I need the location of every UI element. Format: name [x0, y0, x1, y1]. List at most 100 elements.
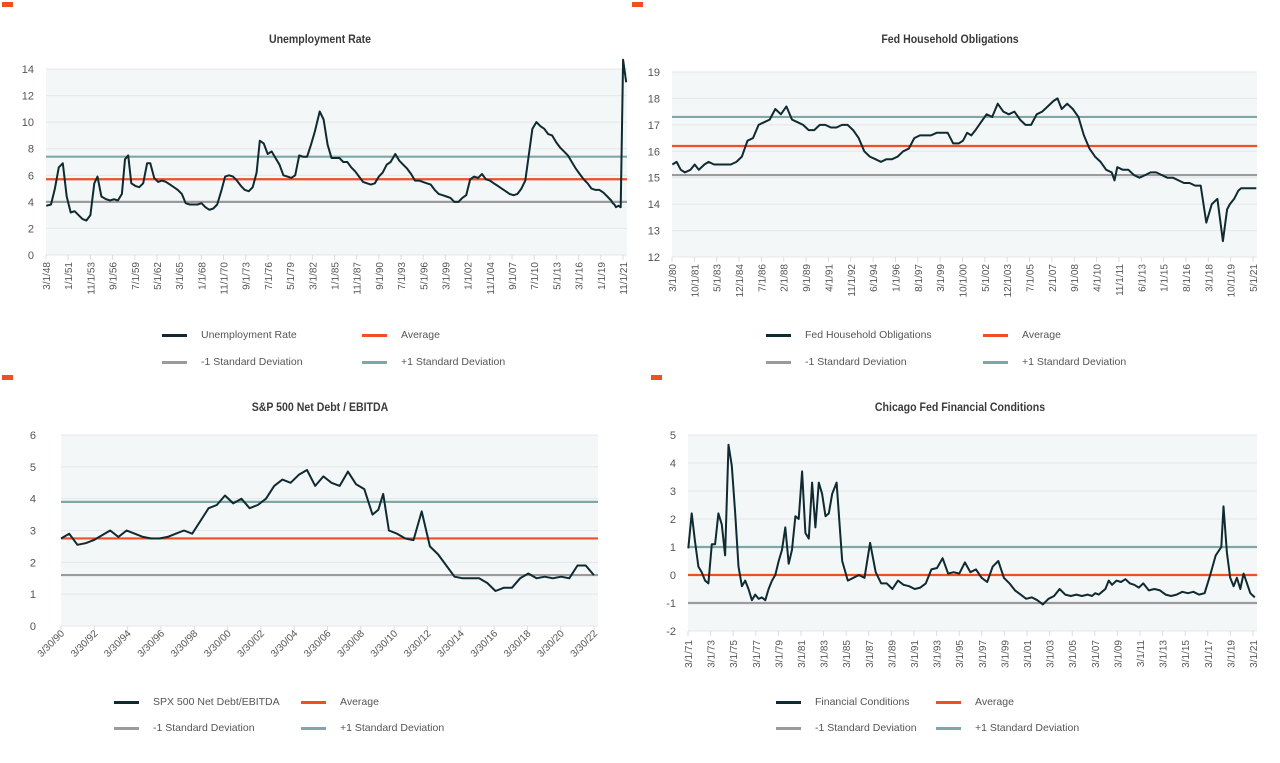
y-tick-label: -1: [666, 598, 676, 610]
y-tick-label: 12: [22, 91, 34, 103]
x-tick-label: 7/1/05: [1026, 264, 1037, 292]
x-tick-label: 3/30/06: [302, 628, 334, 660]
legend-swatch-minus-sd: [114, 726, 139, 730]
x-tick-label: 3/30/92: [69, 628, 101, 660]
accent-marker: [651, 375, 662, 380]
y-tick-label: 12: [648, 252, 660, 264]
chart-title: Fed Household Obligations: [881, 32, 1019, 46]
x-tick-label: 10/1/81: [690, 264, 701, 298]
legend-swatch-minus-sd: [162, 360, 187, 364]
x-tick-label: 11/1/70: [220, 262, 231, 295]
chart-title: Chicago Fed Financial Conditions: [874, 400, 1046, 414]
legend-item-series: Financial Conditions: [776, 696, 910, 708]
x-tick-label: 9/1/73: [242, 262, 253, 290]
x-tick-label: 3/1/03: [1046, 640, 1057, 668]
chart-panel-unemployment: Unemployment Rate 0 2 4 6 8 10 12 14 3/1/48 1/1/5…: [0, 0, 640, 370]
x-tick-label: 3/30/22: [569, 628, 601, 660]
x-tick-label: 3/1/81: [797, 640, 808, 668]
x-tick-label: 8/1/97: [914, 264, 925, 292]
legend-item-series: Fed Household Obligations: [766, 329, 932, 341]
chart-svg-fed-household: 12 13 14 15 16 17 18 19 3/1/80 10/1/81 5/1/83 12/1/…: [648, 67, 1260, 298]
x-tick-label: 7/1/86: [757, 264, 768, 292]
x-tick-label: 3/30/20: [535, 628, 567, 660]
x-tick-label: 3/1/80: [668, 264, 679, 292]
x-tick-label: 9/1/08: [1070, 264, 1081, 292]
x-tick-label: 3/30/14: [435, 628, 467, 660]
y-tick-label: -2: [666, 626, 676, 638]
x-tick-label: 7/1/93: [397, 262, 408, 290]
x-tick-label: 3/30/08: [336, 628, 368, 660]
legend-swatch-plus-sd: [936, 726, 961, 730]
x-tick-label: 3/1/11: [1136, 640, 1147, 667]
x-tick-label: 5/1/02: [981, 264, 992, 292]
x-tick-label: 3/1/16: [575, 262, 586, 290]
series-line: [45, 58, 628, 222]
legend-swatch-average: [983, 333, 1008, 337]
x-tick-label: 3/1/89: [887, 640, 898, 668]
x-tick-label: 2/1/07: [1048, 264, 1059, 292]
legend-swatch-minus-sd: [766, 360, 791, 364]
y-tick-label: 5: [30, 462, 36, 474]
x-tick-label: 3/1/73: [707, 640, 718, 668]
x-tick-label: 3/1/83: [820, 640, 831, 668]
x-tick-label: 5/1/13: [552, 262, 563, 290]
x-tick-label: 3/1/87: [865, 640, 876, 668]
chart-panel-sp500-net-debt: S&P 500 Net Debt / EBITDA 0 1 2 3 4 5 6 3/30/90…: [0, 370, 640, 763]
y-tick-label: 10: [22, 117, 34, 129]
x-tick-label: 3/1/77: [752, 640, 763, 668]
x-tick-label: 3/1/91: [910, 640, 921, 668]
x-tick-label: 9/1/90: [375, 262, 386, 290]
legend-label: Average: [401, 329, 440, 341]
x-tick-label: 3/1/97: [978, 640, 989, 668]
x-tick-label: 1/1/68: [197, 262, 208, 290]
legend-item-minus-sd: -1 Standard Deviation: [114, 722, 255, 734]
series-line: [671, 97, 1257, 243]
y-tick-label: 13: [648, 226, 660, 238]
chart-panel-fed-household: Fed Household Obligations 12 13 14 15 16 17 18…: [630, 0, 1270, 370]
x-tick-label: 7/1/10: [530, 262, 541, 290]
x-tick-label: 3/1/99: [936, 264, 947, 292]
y-tick-label: 8: [28, 144, 34, 156]
legend-label: Average: [1022, 329, 1061, 341]
x-tick-label: 6/1/94: [869, 264, 880, 292]
x-tick-label: 3/30/16: [469, 628, 501, 660]
x-tick-label: 5/1/83: [713, 264, 724, 292]
x-tick-label: 3/1/99: [1000, 640, 1011, 668]
x-tick-label: 3/1/15: [1181, 640, 1192, 668]
x-tick-label: 10/1/19: [1227, 264, 1238, 298]
series-line: [60, 469, 595, 592]
x-tick-label: 5/1/96: [419, 262, 430, 290]
x-tick-label: 3/30/18: [502, 628, 534, 660]
y-tick-label: 2: [30, 557, 36, 569]
chart-title: S&P 500 Net Debt / EBITDA: [251, 400, 389, 414]
y-tick-label: 18: [648, 93, 660, 105]
legend-item-average: Average: [301, 696, 379, 708]
x-tick-label: 3/1/85: [842, 640, 853, 668]
y-tick-label: 5: [670, 430, 676, 442]
chart-svg-unemployment: 0 2 4 6 8 10 12 14 3/1/48 1/1/51 11/1/53 9/1/56 7/1/…: [22, 58, 630, 295]
x-tick-label: 3/30/94: [102, 628, 134, 660]
x-tick-label: 11/1/04: [486, 262, 497, 295]
legend-label: -1 Standard Deviation: [201, 356, 303, 368]
x-tick-label: 3/30/02: [236, 628, 268, 660]
legend-swatch-series: [766, 333, 791, 337]
x-tick-label: 2/1/88: [780, 264, 791, 292]
y-tick-label: 6: [28, 170, 34, 182]
legend-swatch-minus-sd: [776, 726, 801, 730]
y-tick-label: 15: [648, 173, 660, 185]
x-tick-label: 3/1/95: [955, 640, 966, 668]
x-tick-label: 1/1/02: [464, 262, 475, 290]
legend-label: Average: [340, 696, 379, 708]
x-tick-label: 3/30/10: [369, 628, 401, 660]
legend-item-minus-sd: -1 Standard Deviation: [776, 722, 917, 734]
legend-swatch-average: [362, 333, 387, 337]
y-tick-label: 3: [670, 486, 676, 498]
y-tick-label: 0: [670, 570, 676, 582]
x-tick-label: 11/1/53: [86, 262, 97, 295]
x-tick-label: 3/1/17: [1204, 640, 1215, 668]
y-tick-label: 3: [30, 526, 36, 538]
y-tick-label: 16: [648, 146, 660, 158]
legend-label: +1 Standard Deviation: [975, 722, 1080, 734]
x-tick-label: 3/1/01: [1023, 640, 1034, 668]
